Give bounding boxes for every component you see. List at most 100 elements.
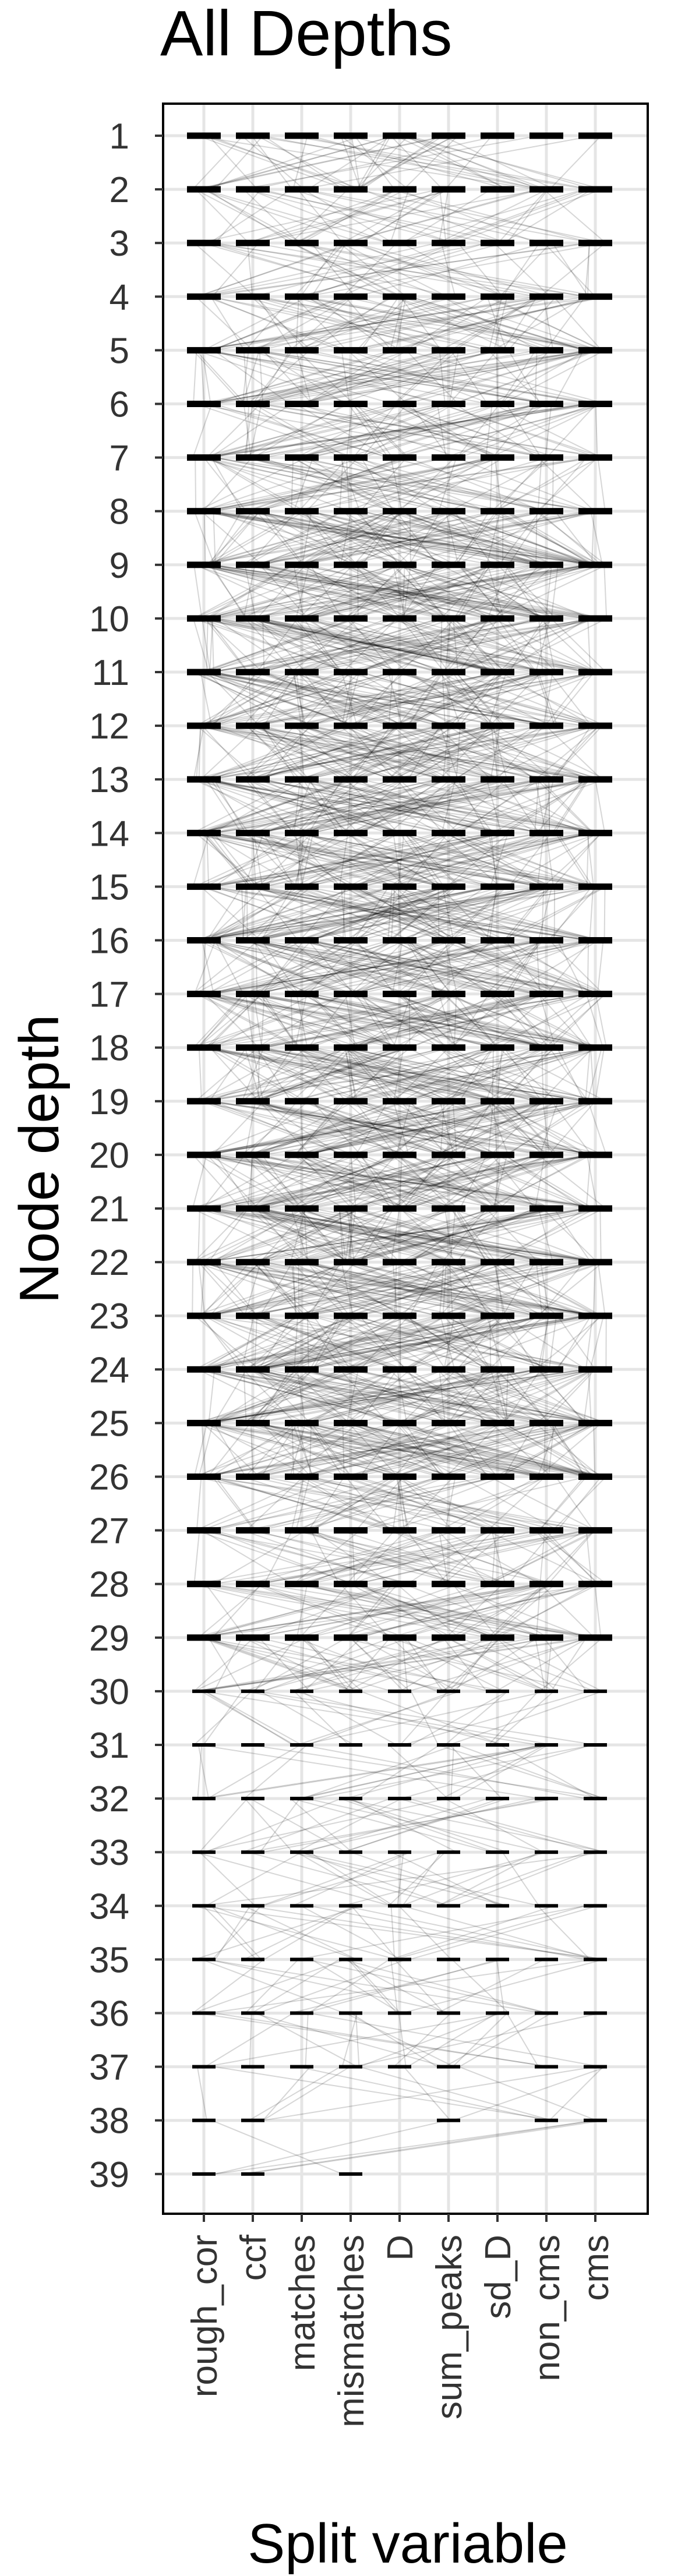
split-connection [306, 779, 495, 834]
split-connection [542, 832, 602, 888]
split-connection [209, 1208, 602, 1263]
split-connection [294, 833, 312, 887]
point-mark [383, 508, 416, 515]
split-connection [449, 725, 589, 780]
split-connection [201, 564, 398, 619]
split-connection [245, 457, 406, 512]
split-connection [450, 1100, 585, 1156]
split-connection [256, 1154, 402, 1209]
split-connection [260, 189, 487, 244]
split-connection [447, 1154, 496, 1209]
split-connection [354, 1101, 396, 1156]
split-connection [344, 1208, 606, 1263]
split-connection [350, 1208, 543, 1263]
point-mark [187, 1473, 221, 1480]
split-connection [247, 1047, 444, 1102]
split-connection [203, 135, 395, 190]
split-connection [193, 1154, 502, 1209]
split-connection [351, 135, 361, 190]
split-connection [308, 939, 439, 995]
split-connection [457, 725, 536, 780]
split-connection [246, 939, 359, 995]
split-connection [497, 510, 594, 566]
split-connection [243, 1369, 499, 1424]
split-connection [194, 779, 506, 834]
split-connection [253, 510, 457, 566]
split-connection [437, 1369, 590, 1424]
split-connection [397, 833, 405, 887]
point-mark [578, 561, 612, 568]
split-connection [344, 886, 503, 941]
split-connection [292, 457, 389, 512]
split-connection [204, 672, 354, 727]
split-connection [443, 617, 586, 673]
split-connection [258, 779, 542, 834]
split-connection [358, 1369, 398, 1423]
split-connection [552, 779, 588, 833]
point-mark [432, 1205, 465, 1212]
split-connection [260, 779, 391, 834]
point-mark [481, 561, 514, 568]
split-connection [439, 1262, 444, 1316]
split-connection [193, 564, 355, 619]
y-tick-label: 38 [89, 2101, 129, 2142]
split-connection [298, 779, 492, 834]
split-connection [264, 1262, 540, 1317]
split-connection [554, 779, 589, 833]
split-connection [534, 779, 540, 833]
point-mark [339, 1957, 362, 1962]
split-connection [408, 779, 459, 833]
split-connection [243, 725, 295, 780]
split-connection [440, 1047, 592, 1102]
point-mark [432, 776, 465, 783]
split-connection [354, 993, 587, 1048]
split-connection [437, 1100, 558, 1156]
split-connection [303, 1100, 442, 1156]
split-connection [259, 939, 601, 995]
split-connection [343, 886, 444, 941]
split-connection [437, 1851, 587, 1907]
point-mark [334, 401, 368, 407]
split-connection [309, 564, 343, 619]
split-connection [298, 1208, 455, 1263]
split-connection [490, 1101, 543, 1156]
split-connection [294, 1316, 299, 1370]
split-connection [207, 886, 607, 941]
x-tick-label: ccf [234, 2234, 274, 2281]
split-connection [243, 564, 256, 619]
split-connection [441, 1262, 558, 1317]
split-connection [541, 1047, 544, 1101]
split-connection [248, 1047, 409, 1102]
split-connection [439, 1369, 446, 1423]
split-connection [264, 832, 539, 888]
split-connection [534, 1154, 546, 1209]
point-mark [388, 1904, 411, 1908]
split-connection [346, 672, 555, 727]
split-connection [437, 886, 440, 941]
split-connection [241, 349, 503, 405]
point-mark [529, 239, 563, 246]
split-connection [349, 1154, 541, 1209]
split-connection [209, 189, 292, 244]
split-connection [555, 511, 598, 566]
split-connection [398, 510, 549, 566]
split-connection [310, 617, 442, 673]
split-connection [303, 993, 390, 1048]
x-tick-label: non_cms [527, 2235, 567, 2381]
point-mark [578, 991, 612, 998]
split-connection [245, 993, 400, 1048]
split-connection [450, 1208, 492, 1263]
split-connection [205, 993, 399, 1048]
split-connection [342, 1047, 599, 1102]
split-connection [493, 510, 596, 566]
point-mark [187, 991, 221, 998]
point-mark [334, 722, 368, 729]
split-connection [196, 510, 556, 566]
split-connection [214, 1154, 252, 1209]
split-connection [295, 833, 303, 887]
split-connection [448, 939, 598, 995]
split-connection [449, 350, 460, 404]
split-connection [355, 1101, 389, 1156]
split-connection [450, 1047, 553, 1102]
split-connection [242, 1047, 307, 1102]
